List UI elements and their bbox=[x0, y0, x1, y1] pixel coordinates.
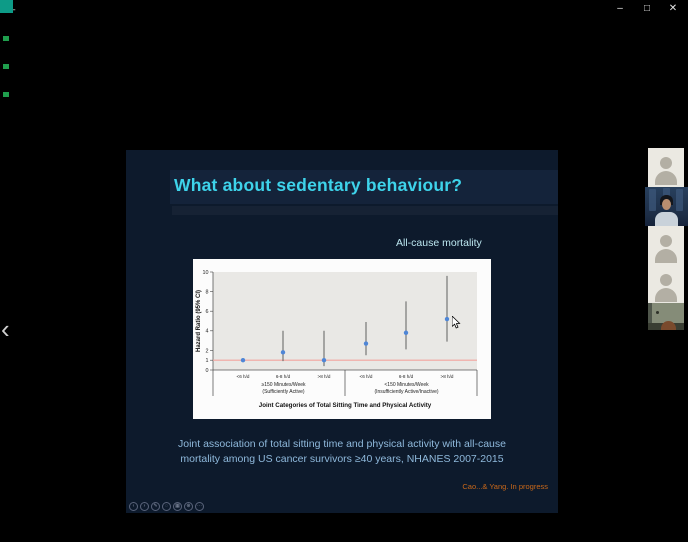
close-button[interactable]: ✕ bbox=[668, 3, 678, 14]
title-band bbox=[170, 170, 558, 204]
svg-text:<6 h/d: <6 h/d bbox=[360, 374, 373, 379]
slide-caption: Joint association of total sitting time … bbox=[136, 437, 548, 467]
laser-pointer-icon[interactable]: ◌ bbox=[162, 502, 171, 511]
mouse-cursor-icon bbox=[451, 315, 461, 329]
presentation-slide: What about sedentary behaviour? All-caus… bbox=[126, 150, 558, 513]
share-indicator-dash bbox=[3, 36, 9, 41]
svg-text:>8 h/d: >8 h/d bbox=[318, 374, 331, 379]
background-window bbox=[663, 188, 670, 198]
participant-tile[interactable] bbox=[648, 226, 684, 265]
hazard-ratio-chart-svg: 0 1 2 4 6 8 10 Hazard Ratio (95% CI) <6 h/d 6-8 h… bbox=[196, 270, 478, 409]
prev-slide-icon[interactable]: ‹ bbox=[129, 502, 138, 511]
participant-tile[interactable] bbox=[648, 265, 684, 303]
caption-line-2: mortality among US cancer survivors ≥40 … bbox=[180, 453, 504, 465]
svg-text:6-8 h/d: 6-8 h/d bbox=[399, 374, 414, 379]
svg-text:6-8 h/d: 6-8 h/d bbox=[276, 374, 291, 379]
title-underline-band bbox=[172, 206, 558, 215]
minimize-button[interactable]: – bbox=[617, 3, 623, 14]
pen-icon[interactable]: ✎ bbox=[151, 502, 160, 511]
citation-text: Cao...& Yang. In progress bbox=[462, 482, 548, 491]
participant-tile[interactable] bbox=[648, 148, 684, 187]
forest-plot-chart: 0 1 2 4 6 8 10 Hazard Ratio (95% CI) <6 h/d 6-8 h… bbox=[193, 259, 491, 419]
svg-text:Hazard Ratio (95% CI): Hazard Ratio (95% CI) bbox=[196, 290, 202, 352]
all-slides-icon[interactable]: ▦ bbox=[173, 502, 182, 511]
svg-text:2: 2 bbox=[206, 348, 209, 354]
chart-heading: All-cause mortality bbox=[396, 237, 482, 249]
avatar-icon-shoulders bbox=[655, 249, 677, 263]
person-face bbox=[662, 199, 671, 210]
person-head-top bbox=[661, 321, 676, 330]
svg-text:<6 h/d: <6 h/d bbox=[237, 374, 250, 379]
svg-text:8: 8 bbox=[206, 290, 209, 296]
person-shirt bbox=[655, 212, 678, 226]
next-slide-icon[interactable]: › bbox=[140, 502, 149, 511]
more-options-icon[interactable]: ⋯ bbox=[195, 502, 204, 511]
avatar-icon bbox=[660, 157, 672, 169]
svg-text:(Sufficiently Active): (Sufficiently Active) bbox=[262, 389, 304, 395]
door-edge bbox=[648, 303, 652, 330]
chevron-left-icon[interactable]: ‹ bbox=[1, 314, 10, 344]
slide-title: What about sedentary behaviour? bbox=[174, 175, 463, 195]
avatar-icon-shoulders bbox=[655, 171, 677, 185]
svg-text:10: 10 bbox=[203, 270, 209, 276]
svg-text:0: 0 bbox=[206, 368, 209, 374]
avatar-icon-shoulders bbox=[655, 288, 677, 302]
maximize-button[interactable]: □ bbox=[643, 3, 651, 14]
participant-video-tile[interactable] bbox=[645, 187, 688, 226]
background-window bbox=[676, 189, 683, 211]
door-knob bbox=[656, 311, 659, 314]
svg-text:1: 1 bbox=[206, 358, 209, 364]
svg-text:≥150 Minutes/Week: ≥150 Minutes/Week bbox=[261, 382, 306, 388]
avatar-icon bbox=[660, 235, 672, 247]
caption-line-1: Joint association of total sitting time … bbox=[178, 438, 506, 450]
share-indicator-dash bbox=[3, 64, 9, 69]
share-indicator-square bbox=[0, 0, 13, 13]
slideshow-toolbar: ‹ › ✎ ◌ ▦ ⊕ ⋯ bbox=[129, 502, 204, 511]
svg-text:>8 h/d: >8 h/d bbox=[441, 374, 454, 379]
avatar-icon bbox=[660, 274, 672, 286]
zoom-icon[interactable]: ⊕ bbox=[184, 502, 193, 511]
participant-video-tile[interactable] bbox=[648, 303, 684, 330]
svg-text:(Insufficiently Active/Inactiv: (Insufficiently Active/Inactive) bbox=[374, 389, 438, 395]
svg-text:4: 4 bbox=[206, 329, 209, 335]
svg-text:<150 Minutes/Week: <150 Minutes/Week bbox=[384, 382, 429, 388]
share-indicator-dash bbox=[3, 92, 9, 97]
background-window bbox=[649, 189, 656, 211]
svg-text:Joint Categories of Total Sitt: Joint Categories of Total Sitting Time a… bbox=[259, 402, 432, 409]
svg-text:6: 6 bbox=[206, 309, 209, 315]
